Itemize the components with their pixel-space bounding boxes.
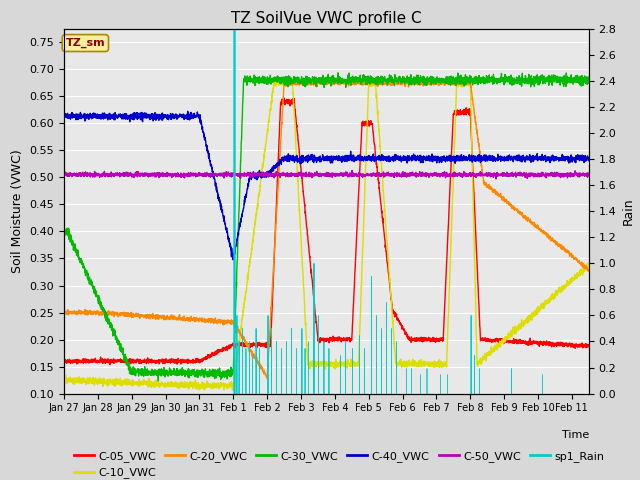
Legend: C-05_VWC, C-10_VWC, C-20_VWC, C-30_VWC, C-40_VWC, C-50_VWC, sp1_Rain: C-05_VWC, C-10_VWC, C-20_VWC, C-30_VWC, … <box>70 446 609 480</box>
Text: TZ_sm: TZ_sm <box>65 38 105 48</box>
Text: Time: Time <box>561 430 589 440</box>
Y-axis label: Soil Moisture (VWC): Soil Moisture (VWC) <box>11 149 24 273</box>
Y-axis label: Rain: Rain <box>622 197 635 225</box>
Title: TZ SoilVue VWC profile C: TZ SoilVue VWC profile C <box>231 11 422 26</box>
